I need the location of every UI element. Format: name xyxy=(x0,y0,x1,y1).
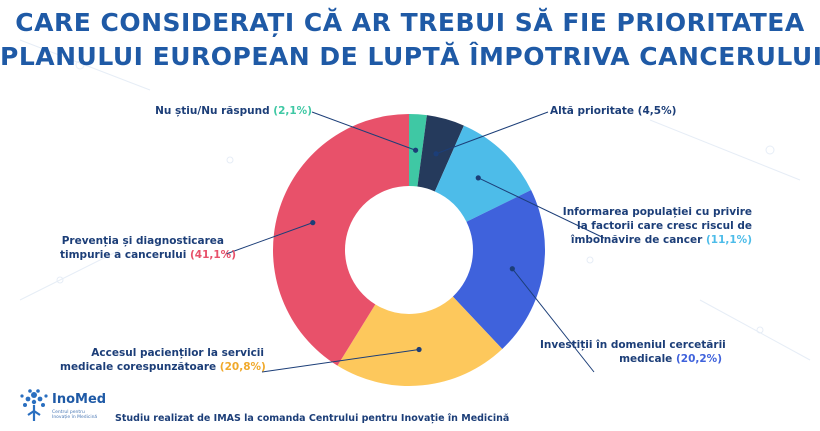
leader-line xyxy=(311,111,416,151)
label-alta-prioritate: Altă prioritate (4,5%) xyxy=(550,105,677,117)
leader-line xyxy=(225,222,313,255)
slice-alta-prioritate xyxy=(417,115,464,192)
label-informarea-pct: (11,1%) xyxy=(705,234,752,246)
slice-preventia xyxy=(273,114,409,366)
label-nu-stiu: Nu știu/Nu răspund (2,1%) xyxy=(155,105,312,117)
leader-dot xyxy=(475,175,481,181)
leader-line xyxy=(261,348,420,373)
chart-title: CARE CONSIDERAȚI CĂ AR TREBUI SĂ FIE PRI… xyxy=(0,6,820,74)
label-investitii-pct: (20,2%) xyxy=(675,353,722,365)
chart-title-line-1: CARE CONSIDERAȚI CĂ AR TREBUI SĂ FIE PRI… xyxy=(15,8,805,37)
label-investitii: Investiții în domeniul cercetării medica… xyxy=(540,339,726,365)
leader-dot xyxy=(310,220,316,226)
label-accesul-pct: (20,8%) xyxy=(219,361,266,373)
logo-tagline: Centrul pentru Inovație în Medicină xyxy=(52,410,98,420)
label-preventia-pct: (41,1%) xyxy=(189,249,236,261)
label-nu-stiu-pct: (2,1%) xyxy=(273,105,312,117)
label-accesul: Accesul pacienților la servicii medicale… xyxy=(60,347,266,373)
inomed-logo-icon xyxy=(20,389,48,421)
leader-line xyxy=(478,177,605,239)
slice-accesul xyxy=(337,296,503,386)
label-informarea: Informarea populației cu privire la fact… xyxy=(562,206,752,246)
leader-dot xyxy=(433,151,439,157)
slice-informarea xyxy=(434,125,532,222)
label-preventia: Prevenția și diagnosticarea timpurie a c… xyxy=(60,235,236,261)
label-alta-pct: (4,5%) xyxy=(637,105,677,117)
leader-dot xyxy=(413,147,419,153)
logo-name: InoMed xyxy=(52,392,107,407)
leader-dot xyxy=(509,266,515,272)
slice-investitii xyxy=(452,190,545,349)
leader-line xyxy=(435,111,549,155)
chart-title-line-2: PLANULUI EUROPEAN DE LUPTĂ ÎMPOTRIVA CAN… xyxy=(0,42,820,71)
leader-line xyxy=(511,268,595,373)
leader-dot xyxy=(416,346,422,353)
footer-source: Studiu realizat de IMAS la comanda Centr… xyxy=(115,413,510,424)
